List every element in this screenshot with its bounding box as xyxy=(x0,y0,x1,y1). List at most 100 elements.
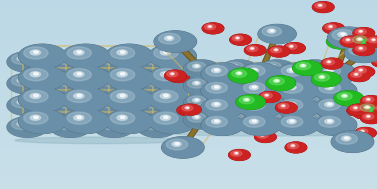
Bar xyxy=(0,168,377,169)
Circle shape xyxy=(110,104,115,106)
Bar xyxy=(0,91,377,92)
Circle shape xyxy=(277,63,319,84)
Circle shape xyxy=(352,108,357,110)
Circle shape xyxy=(277,114,319,135)
Bar xyxy=(0,166,377,168)
Circle shape xyxy=(184,77,219,95)
Circle shape xyxy=(323,97,334,103)
Circle shape xyxy=(117,115,127,120)
Bar xyxy=(0,11,377,13)
Bar xyxy=(0,185,377,187)
Circle shape xyxy=(308,82,312,84)
Circle shape xyxy=(353,66,375,77)
Circle shape xyxy=(259,77,295,95)
Circle shape xyxy=(366,36,377,47)
Circle shape xyxy=(193,64,200,68)
Circle shape xyxy=(326,34,356,49)
Circle shape xyxy=(108,81,120,87)
Circle shape xyxy=(166,118,179,124)
Circle shape xyxy=(202,63,243,84)
Circle shape xyxy=(360,48,362,49)
Circle shape xyxy=(330,88,341,93)
Bar xyxy=(0,10,377,11)
Circle shape xyxy=(247,46,258,51)
Circle shape xyxy=(63,88,109,111)
Circle shape xyxy=(250,47,254,50)
Circle shape xyxy=(94,74,134,94)
Circle shape xyxy=(106,57,110,59)
Ellipse shape xyxy=(170,130,366,136)
Circle shape xyxy=(325,85,334,90)
Circle shape xyxy=(254,132,276,143)
Circle shape xyxy=(126,98,130,100)
Circle shape xyxy=(284,43,305,53)
Circle shape xyxy=(297,94,333,112)
Circle shape xyxy=(63,45,109,68)
Circle shape xyxy=(349,106,360,112)
Circle shape xyxy=(198,118,202,120)
Bar xyxy=(0,156,377,157)
Bar xyxy=(0,53,377,54)
Circle shape xyxy=(363,52,365,53)
Circle shape xyxy=(315,80,356,101)
Circle shape xyxy=(274,118,277,120)
Circle shape xyxy=(353,45,375,56)
Bar xyxy=(0,181,377,183)
Circle shape xyxy=(51,95,90,115)
Bar xyxy=(0,170,377,171)
Bar xyxy=(0,45,377,47)
Circle shape xyxy=(120,73,125,75)
Circle shape xyxy=(268,64,276,68)
Circle shape xyxy=(160,115,171,120)
Circle shape xyxy=(215,120,219,122)
Circle shape xyxy=(110,82,115,84)
Circle shape xyxy=(51,52,90,72)
Circle shape xyxy=(304,72,306,73)
Circle shape xyxy=(196,100,207,106)
Bar xyxy=(0,130,377,131)
Circle shape xyxy=(275,49,277,50)
Circle shape xyxy=(147,122,156,126)
Circle shape xyxy=(297,111,333,129)
Circle shape xyxy=(151,81,163,87)
Bar xyxy=(0,178,377,179)
Circle shape xyxy=(367,99,369,100)
Bar xyxy=(0,105,377,106)
Circle shape xyxy=(123,118,135,124)
Bar xyxy=(0,30,377,32)
Circle shape xyxy=(357,49,360,51)
Circle shape xyxy=(353,108,375,119)
Circle shape xyxy=(282,105,284,106)
Circle shape xyxy=(21,81,34,87)
Circle shape xyxy=(30,93,41,98)
Bar xyxy=(0,126,377,127)
Circle shape xyxy=(162,137,204,158)
Circle shape xyxy=(294,89,298,91)
Bar xyxy=(0,110,377,111)
Circle shape xyxy=(19,45,66,68)
Circle shape xyxy=(51,74,91,94)
Circle shape xyxy=(332,72,336,74)
Bar xyxy=(0,48,377,49)
Circle shape xyxy=(360,113,377,124)
Circle shape xyxy=(266,94,268,96)
Circle shape xyxy=(8,95,47,115)
Circle shape xyxy=(277,97,319,118)
Bar xyxy=(0,49,377,50)
Ellipse shape xyxy=(15,137,185,144)
Circle shape xyxy=(106,45,152,68)
Circle shape xyxy=(366,106,369,108)
Circle shape xyxy=(104,122,112,126)
Circle shape xyxy=(298,112,309,117)
Circle shape xyxy=(357,102,377,117)
Circle shape xyxy=(272,83,282,89)
Circle shape xyxy=(51,117,90,137)
Circle shape xyxy=(175,143,179,145)
Circle shape xyxy=(198,101,202,103)
Bar xyxy=(0,34,377,35)
Circle shape xyxy=(166,97,179,103)
Circle shape xyxy=(239,114,281,135)
Bar xyxy=(0,72,377,73)
Bar xyxy=(0,169,377,170)
Bar xyxy=(0,52,377,53)
